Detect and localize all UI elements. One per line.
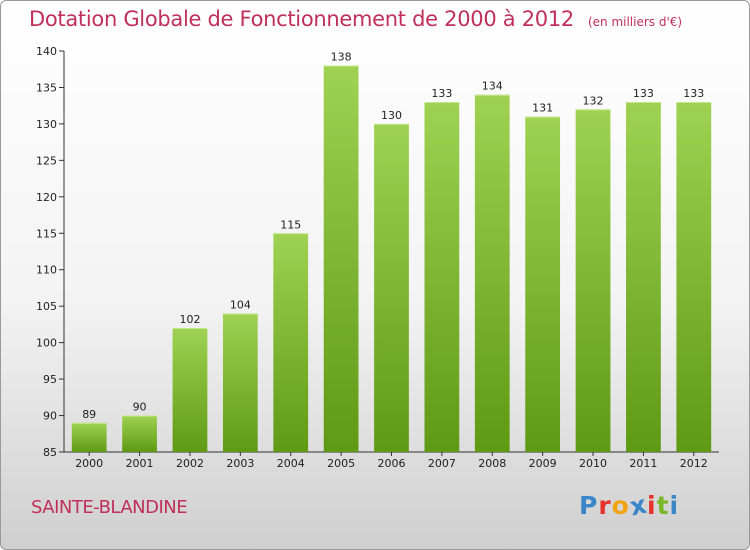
- y-tick-label: 110: [36, 264, 57, 277]
- y-tick-label: 140: [36, 45, 57, 58]
- data-label: 130: [381, 109, 402, 122]
- bar-2012: [676, 102, 712, 452]
- x-tick-label: 2004: [277, 457, 305, 470]
- data-label: 131: [532, 102, 553, 115]
- data-label: 89: [82, 408, 96, 421]
- bar-2005: [323, 65, 359, 452]
- bar-2002: [172, 328, 208, 452]
- bar-2008: [474, 94, 510, 452]
- bar-2009: [525, 116, 561, 453]
- logo-letter: i: [647, 491, 657, 520]
- bar-2010: [575, 109, 611, 452]
- title-text: Dotation Globale de Fonctionnement de 20…: [29, 7, 574, 31]
- y-tick-label: 125: [36, 154, 57, 167]
- bars: 89 90 102 104 115 138 130 133 134 131 132 133 133: [71, 51, 712, 453]
- axes: 85 90 95 100 105 110 115 120 125 130 135 140 2000 200…: [36, 45, 719, 470]
- x-tick-label: 2001: [126, 457, 154, 470]
- x-tick-label: 2011: [629, 457, 657, 470]
- bar-2011: [626, 102, 661, 452]
- data-label: 133: [633, 87, 654, 100]
- bar-2004: [273, 233, 309, 452]
- x-tick-label: 2012: [680, 457, 708, 470]
- x-tick-label: 2000: [75, 457, 103, 470]
- y-tick-label: 90: [43, 410, 57, 423]
- bar-2000: [71, 422, 107, 452]
- y-tick-label: 130: [36, 118, 57, 131]
- y-tick-label: 95: [43, 373, 57, 386]
- y-tick-label: 85: [43, 446, 57, 459]
- chart-title: Dotation Globale de Fonctionnement de 20…: [29, 7, 682, 31]
- logo-letter: t: [656, 491, 670, 520]
- y-tick-label: 115: [36, 227, 57, 240]
- bar-2006: [374, 123, 409, 452]
- x-tick-label: 2003: [226, 457, 254, 470]
- logo-letter: P: [579, 491, 599, 520]
- data-label: 90: [133, 401, 147, 414]
- logo-letter: i: [669, 491, 680, 520]
- bar-2003: [222, 313, 258, 452]
- y-tick-label: 100: [36, 337, 57, 350]
- x-tick-label: 2010: [579, 457, 607, 470]
- data-label: 102: [179, 313, 200, 326]
- x-tick-label: 2005: [327, 457, 355, 470]
- y-tick-label: 120: [36, 191, 57, 204]
- logo-letter: o: [611, 491, 630, 520]
- data-label: 133: [431, 87, 452, 100]
- x-tick-label: 2009: [529, 457, 557, 470]
- x-tick-label: 2007: [428, 457, 456, 470]
- unit-label: (en milliers d'€): [587, 15, 683, 29]
- bar-2001: [122, 415, 157, 452]
- y-tick-label: 105: [36, 300, 57, 313]
- logo-letter: r: [598, 491, 612, 520]
- bar-2007: [424, 102, 460, 452]
- data-label: 104: [230, 298, 251, 311]
- data-label: 134: [482, 80, 503, 93]
- data-label: 138: [331, 51, 352, 64]
- proxiti-logo: Proxiti: [579, 490, 680, 522]
- commune-name: SAINTE-BLANDINE: [31, 497, 188, 518]
- x-tick-label: 2008: [478, 457, 506, 470]
- x-tick-label: 2002: [176, 457, 204, 470]
- data-label: 132: [583, 94, 604, 107]
- x-tick-label: 2006: [378, 457, 406, 470]
- y-tick-label: 135: [36, 81, 57, 94]
- data-label: 133: [683, 87, 704, 100]
- data-label: 115: [280, 218, 301, 231]
